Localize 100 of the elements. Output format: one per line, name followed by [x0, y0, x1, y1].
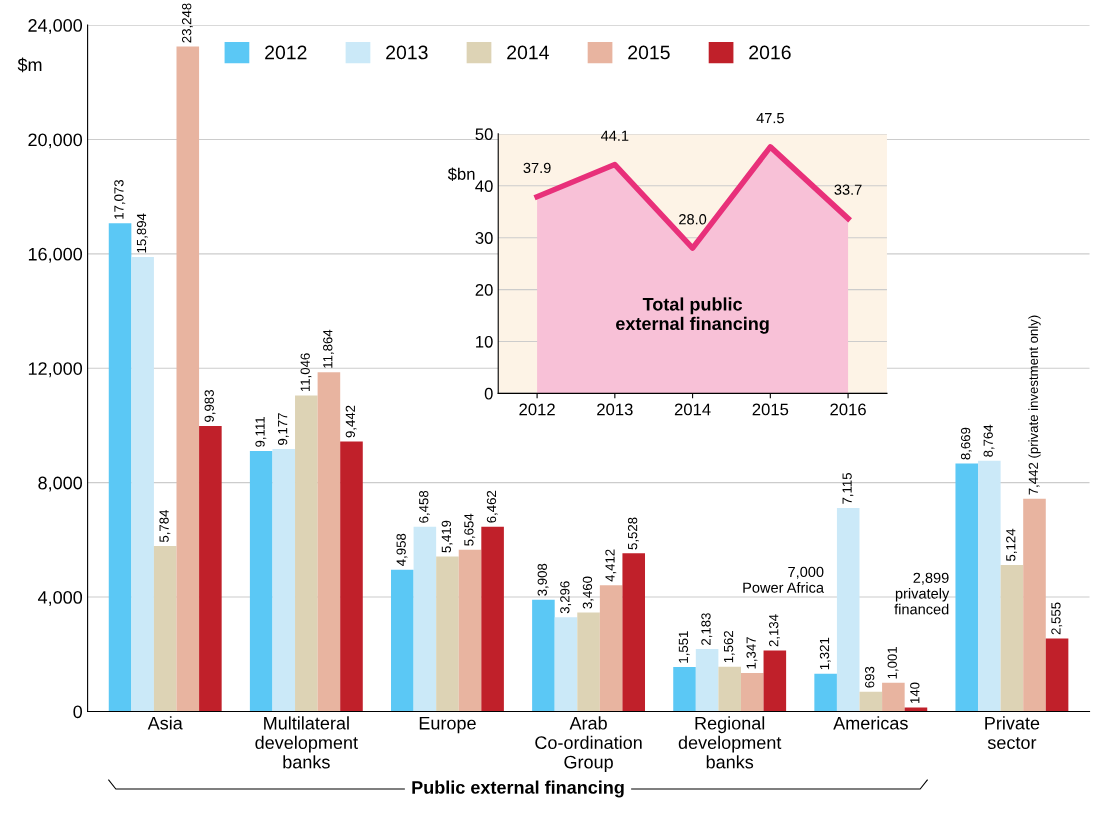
- bar: [599, 585, 623, 712]
- data-label: 2,183: [701, 613, 713, 645]
- data-label: 9,442: [345, 405, 357, 438]
- bar: [695, 649, 719, 712]
- data-label: 5,784: [159, 509, 171, 543]
- bar: [904, 707, 928, 712]
- annotation: 7,000 Power Africa: [743, 566, 825, 593]
- bar: [554, 617, 578, 712]
- legend-label: 2016: [749, 45, 791, 60]
- bar: [481, 526, 504, 712]
- data-label: 6,458: [419, 490, 430, 523]
- bar: [882, 682, 905, 712]
- text: Total public external financing: [616, 297, 769, 334]
- bar: [577, 612, 600, 712]
- annotation: 2,899 privately financed: [894, 572, 950, 615]
- data-label: 3,296: [560, 581, 572, 614]
- y-tick-label: 24,000: [28, 19, 83, 34]
- data-label: 2,134: [769, 614, 780, 647]
- y-tick-label: 30: [475, 232, 493, 244]
- data-label: 4,958: [396, 533, 408, 566]
- data-label: 1,562: [723, 630, 735, 663]
- y-axis-title: $m: [17, 57, 42, 73]
- y-tick-label: 16,000: [28, 247, 83, 263]
- bar: [740, 672, 764, 712]
- y-tick-label: 20,000: [28, 133, 83, 149]
- data-label: 1,347: [746, 637, 758, 669]
- data-label: 140: [910, 682, 920, 704]
- y-tick-label: 50: [475, 128, 493, 141]
- y-tick-label: 0: [484, 387, 493, 400]
- data-label: 5,419: [441, 520, 453, 553]
- data-label: 9,177: [277, 413, 289, 445]
- bar: [153, 546, 177, 712]
- y-tick-label: 8,000: [38, 476, 83, 492]
- bar: [413, 526, 437, 712]
- data-label: 1,551: [678, 631, 690, 663]
- bar: [249, 450, 273, 712]
- x-tick-label: 2016: [830, 403, 866, 416]
- bar: [814, 673, 837, 712]
- data-label: 1,321: [819, 637, 831, 670]
- data-label: 693: [864, 666, 875, 688]
- bar: [340, 441, 363, 712]
- y-tick-label: 40: [475, 180, 493, 193]
- data-label: 8,669: [960, 427, 972, 460]
- data-label: 8,764: [983, 424, 995, 457]
- data-label: 5,654: [464, 513, 476, 546]
- data-label: 11,864: [323, 329, 335, 368]
- data-label: 17,073: [114, 180, 126, 219]
- data-label: 47.5: [756, 113, 784, 124]
- x-tick-label: Asia: [147, 716, 183, 730]
- bar: [955, 463, 979, 712]
- data-label: 2,555: [1051, 602, 1063, 635]
- data-label: 11,046: [300, 353, 312, 392]
- bar: [317, 372, 341, 712]
- bar: [532, 599, 555, 712]
- x-tick-label: Europe: [419, 716, 476, 734]
- x-tick-label: 2015: [752, 403, 789, 416]
- bar: [836, 507, 860, 712]
- x-tick-label: 2012: [519, 403, 555, 416]
- x-tick-label: 2013: [597, 403, 633, 416]
- data-label: 23,248: [181, 3, 193, 43]
- legend-label: 2013: [386, 45, 428, 60]
- data-label: 5,124: [1006, 528, 1018, 561]
- bar: [176, 46, 200, 712]
- data-label: 7,442 (private investment only): [1028, 315, 1041, 495]
- data-label: 33.7: [834, 184, 862, 195]
- bar: [295, 395, 318, 712]
- y-tick-label: 4,000: [37, 590, 83, 606]
- bar: [131, 256, 154, 712]
- bar: [108, 223, 132, 712]
- data-label: 9,983: [204, 390, 216, 422]
- data-label: 28.0: [679, 214, 707, 225]
- bar: [458, 549, 482, 712]
- bar: [1023, 498, 1046, 712]
- data-label: 9,111: [255, 417, 267, 447]
- bar: [1045, 638, 1069, 712]
- data-label: 3,908: [537, 563, 549, 596]
- data-label: 4,412: [605, 549, 617, 582]
- bar: [763, 650, 787, 712]
- bar: [1000, 564, 1024, 712]
- data-label: 44.1: [600, 130, 629, 141]
- legend-label: 2015: [628, 45, 670, 60]
- bar: [718, 666, 741, 712]
- legend-label: 2012: [265, 45, 307, 60]
- x-tick-label: Multilateral development banks: [255, 716, 358, 769]
- x-tick-label: Private sector: [985, 716, 1040, 750]
- x-tick-label: Americas: [833, 716, 908, 730]
- y-axis-title: $bn: [447, 167, 475, 181]
- bar: [272, 449, 296, 712]
- y-tick-label: 10: [476, 335, 493, 348]
- x-tick-label: 2014: [674, 403, 711, 416]
- bar: [859, 691, 883, 712]
- x-tick-label: Regional development banks: [678, 716, 782, 769]
- bar: [622, 553, 646, 712]
- bar: [978, 460, 1001, 712]
- y-tick-label: 12,000: [28, 362, 83, 378]
- bar: [199, 425, 222, 712]
- y-tick-label: 20: [475, 284, 493, 296]
- data-label: 7,115: [842, 473, 854, 504]
- data-label: 5,528: [627, 517, 639, 550]
- legend-label: 2014: [507, 45, 549, 60]
